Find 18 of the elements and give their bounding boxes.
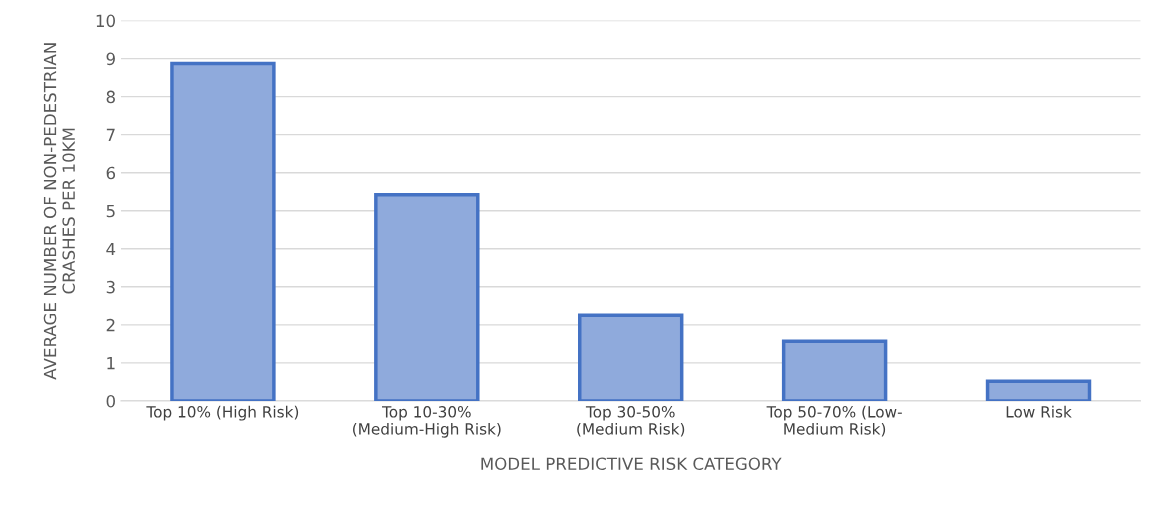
y-tick-label: 4 [106, 242, 116, 256]
y-tick-label: 3 [106, 280, 115, 294]
x-tick-label: Top 10-30% (Medium-High Risk) [353, 406, 501, 438]
y-axis-title: AVERAGE NUMBER OF NON-PEDESTRIAN CRASHES PER 10KM [43, 43, 75, 380]
x-tick-label: Top 50-70% (Low- Medium Risk) [766, 405, 902, 437]
x-tick-label: Top 30-50% (Medium Risk) [577, 406, 685, 437]
y-tick-label: 7 [106, 128, 115, 141]
y-tick-label: 0 [106, 394, 115, 408]
y-tick-label: 2 [106, 318, 115, 332]
y-tick-label: 10 [96, 14, 115, 28]
x-tick-label: Low Risk [1006, 405, 1072, 418]
x-tick-label: Top 10% (High Risk) [146, 405, 299, 421]
y-tick-label: 1 [107, 357, 115, 370]
x-axis-title: MODEL PREDICTIVE RISK CATEGORY [481, 457, 782, 471]
y-tick-label: 8 [106, 90, 115, 104]
y-tick-label: 9 [106, 52, 115, 66]
y-tick-label: 5 [106, 204, 115, 218]
y-tick-label: 6 [106, 166, 116, 180]
